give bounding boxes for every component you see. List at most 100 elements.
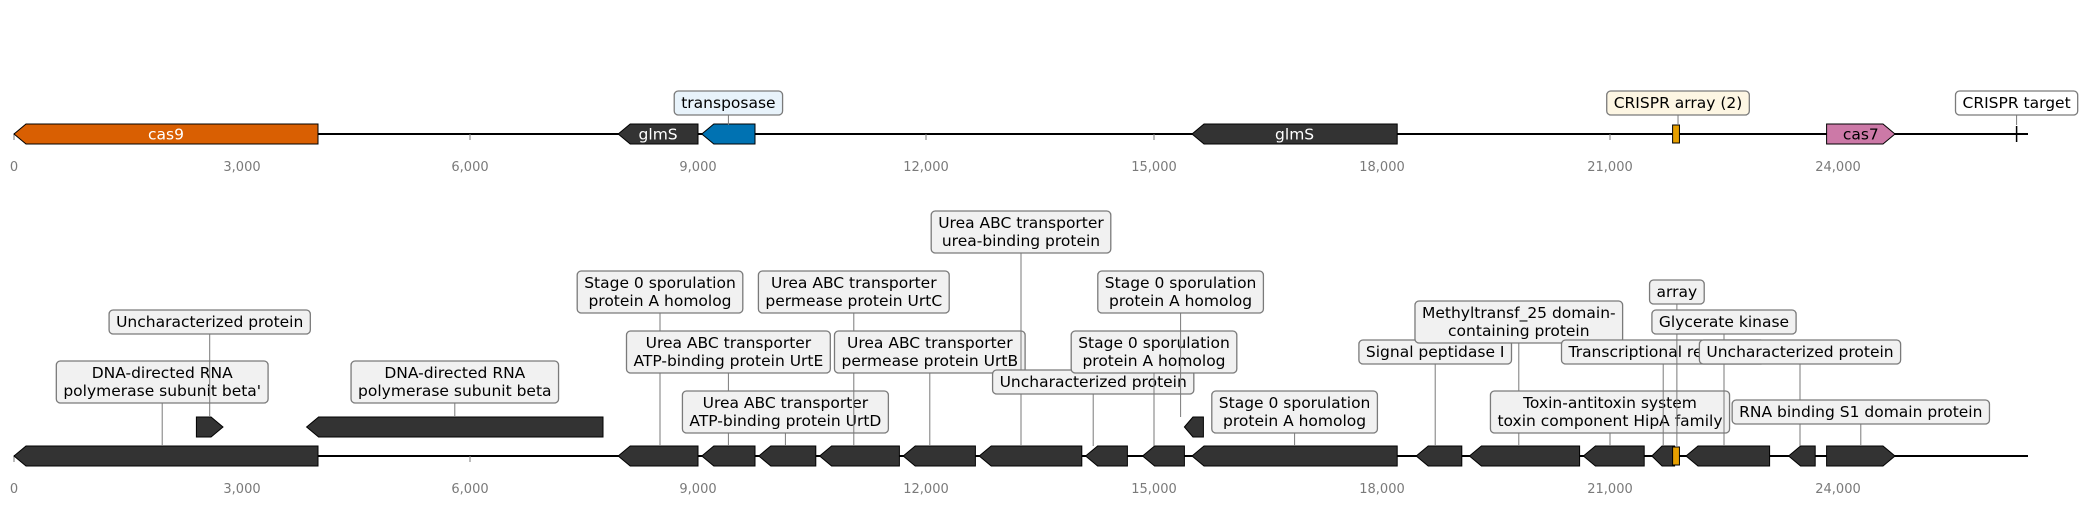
top-track-tick-label: 9,000 [679,160,716,175]
bottom-gene-label-text: polymerase subunit beta' [63,382,261,400]
bottom-gene-arrow [818,445,900,467]
bottom-gene-label: array [1648,279,1705,305]
bottom-gene-label-text: Stage 0 sporulation [584,274,736,292]
bottom-gene-arrow [1685,445,1771,467]
top-track-tick-label: 15,000 [1131,160,1177,175]
transposase-label-box [673,90,784,116]
crispr-target-label: CRISPR target [1954,90,2079,116]
bottom-gene-label-text: ATP-binding protein UrtE [634,352,824,370]
bottom-track-tick-label: 3,000 [223,482,260,497]
bottom-gene-label-text: protein A homolog [1082,352,1225,370]
bottom-gene-arrow [1787,445,1816,467]
bottom-gene-arrow [978,445,1083,467]
bottom-track-tick-label: 18,000 [1359,482,1405,497]
glmS-gene-arrow [617,123,699,145]
cas7-gene-label: cas7 [1843,126,1879,144]
bottom-gene-label-text: array [1657,283,1698,301]
bottom-track-tick-label: 0 [10,482,18,497]
top-track-tick-label: 6,000 [451,160,488,175]
top-track-tick-label: 12,000 [903,160,949,175]
bottom-track: 0 3,000 6,000 9,000 12,000 15,000 18,000 21,000… [10,210,2028,497]
bottom-gene-arrow [1651,445,1676,467]
bottom-gene-arrow [758,445,817,467]
bottom-gene-label: RNA binding S1 domain protein [1731,399,1991,425]
bottom-gene-label-text: protein A homolog [1223,412,1366,430]
bottom-gene-label-text: permease protein UrtC [765,292,942,310]
bottom-gene-label: Signal peptidase I [1358,339,1513,365]
bottom-gene-label-text: Uncharacterized protein [1000,373,1187,391]
bottom-gene-label-text: Stage 0 sporulation [1078,334,1230,352]
bottom-gene-arrow [617,445,699,467]
bottom-gene-label-text: Methyltransf_25 domain- [1422,304,1616,323]
bottom-gene-label-text: Toxin-antitoxin system [1522,394,1697,412]
bottom-gene-label-text: polymerase subunit beta [358,382,552,400]
top-track-tick-label: 21,000 [1587,160,1633,175]
bottom-gene-label-text: Stage 0 sporulation [1219,394,1371,412]
bottom-gene-label-text: Stage 0 sporulation [1105,274,1257,292]
bottom-gene-label-text: protein A homolog [1109,292,1252,310]
bottom-gene-label-text: Urea ABC transporter [703,394,869,412]
bottom-gene-arrow [1084,445,1128,467]
bottom-gene-label-text: Signal peptidase I [1366,343,1505,361]
bottom-gene-label: Uncharacterized protein [991,369,1195,395]
bottom-array-feature [1672,446,1680,466]
bottom-gene-arrow [1468,445,1581,467]
top-track: 0 3,000 6,000 9,000 12,000 15,000 18,000 21,000… [10,90,2079,175]
bottom-gene-label-text: toxin component HipA family [1497,412,1722,430]
bottom-gene-arrow [195,416,224,438]
bottom-gene-label-text: DNA-directed RNA [92,364,233,382]
bottom-gene-label: Methyltransf_25 domain-containing protei… [1414,300,1624,344]
bottom-track-tick-label: 24,000 [1815,482,1861,497]
bottom-gene-label: Glycerate kinase [1651,309,1797,335]
bottom-gene-arrow [1183,416,1204,438]
glmS-2-gene-arrow [1191,123,1398,145]
bottom-gene-label-text: RNA binding S1 domain protein [1739,403,1982,421]
top-track-tick-label: 18,000 [1359,160,1405,175]
bottom-gene-label-text: DNA-directed RNA [384,364,525,382]
bottom-gene-arrow [701,445,756,467]
transposase-gene-arrow [701,123,756,145]
cas9-gene-label: cas9 [148,126,184,144]
bottom-track-tick-label: 21,000 [1587,482,1633,497]
bottom-gene-label: Uncharacterized protein [108,309,311,335]
top-track-tick-label: 24,000 [1815,160,1861,175]
bottom-gene-label-text: protein A homolog [588,292,731,310]
bottom-gene-label-text: Urea ABC transporter [847,334,1013,352]
top-track-tick-label: 0 [10,160,18,175]
crispr-target-label-text: CRISPR target [1963,94,2071,112]
cas9-gene-arrow [13,123,319,145]
bottom-gene-label-text: containing protein [1448,322,1590,340]
bottom-track-tick-label: 9,000 [679,482,716,497]
bottom-track-tick-label: 6,000 [451,482,488,497]
crispr-target-label-box [1954,90,2079,116]
bottom-gene-label-text: urea-binding protein [942,232,1100,250]
bottom-gene-arrow [1191,445,1398,467]
bottom-gene-arrow [1141,445,1185,467]
glmS-2-gene-label: glmS [1275,126,1314,144]
crispr-array-label-text: CRISPR array (2) [1614,94,1743,112]
bottom-track-tick-label: 15,000 [1131,482,1177,497]
bottom-gene-arrow [305,416,604,438]
bottom-track-tick-label: 12,000 [903,482,949,497]
bottom-gene-arrow [902,445,976,467]
transposase-label: transposase [673,90,784,116]
bottom-gene-label-text: Urea ABC transporter [938,214,1104,232]
crispr-array-feature [1672,124,1680,144]
bottom-gene-label-text: permease protein UrtB [841,352,1018,370]
crispr-array-label-box [1606,90,1750,116]
bottom-gene-label: Uncharacterized protein [1698,339,1902,365]
cas7-gene-arrow [1826,123,1896,145]
bottom-gene-arrow [1415,445,1463,467]
bottom-gene-arrow [1582,445,1645,467]
